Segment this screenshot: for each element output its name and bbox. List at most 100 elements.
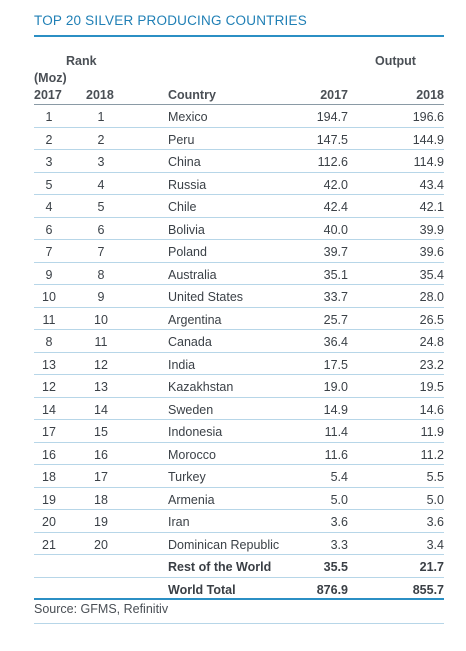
rest-of-world-row-2018: 21.7 bbox=[419, 560, 444, 574]
country-cell: United States bbox=[168, 290, 244, 304]
rest-of-world-row-2017: 35.5 bbox=[323, 560, 348, 574]
rank-2017-cell: 5 bbox=[45, 177, 53, 192]
output-2017-cell: 194.7 bbox=[316, 110, 348, 124]
rank-2017-cell: 4 bbox=[45, 200, 53, 214]
output-2018-cell: 39.6 bbox=[419, 245, 444, 259]
table-row: 6 6 Bolivia 40.0 39.9 bbox=[34, 218, 444, 240]
header-output: Output bbox=[375, 54, 416, 68]
header-rule bbox=[34, 104, 444, 105]
rank-2018-cell: 5 bbox=[97, 200, 105, 214]
output-2017-cell: 11.6 bbox=[324, 447, 348, 462]
rest-of-world-row-label: Rest of the World bbox=[168, 560, 272, 574]
rank-2017-cell: 14 bbox=[42, 402, 56, 417]
country-cell: India bbox=[168, 357, 196, 372]
output-2018-cell: 11.9 bbox=[420, 425, 444, 439]
rank-2018-cell: 14 bbox=[94, 402, 108, 417]
table-body: 1 1 Mexico 194.7 196.6 2 2 Peru 147.5 144.9 3 3 Chin… bbox=[34, 105, 444, 600]
output-2018-cell: 196.6 bbox=[412, 110, 444, 124]
output-2017-cell: 40.0 bbox=[323, 222, 348, 237]
output-2018-cell: 5.5 bbox=[426, 470, 444, 484]
rank-2018-cell: 18 bbox=[94, 492, 108, 507]
world-total-row: World Total 876.9 855.7 bbox=[34, 578, 444, 600]
country-cell: Peru bbox=[168, 132, 195, 147]
rank-2018-cell: 10 bbox=[94, 312, 108, 327]
world-total-row-2017: 876.9 bbox=[316, 582, 348, 597]
rank-2018-cell: 2 bbox=[97, 132, 105, 147]
rank-2018-cell: 1 bbox=[97, 110, 105, 124]
output-2017-cell: 35.1 bbox=[323, 267, 348, 282]
table-row: 19 18 Armenia 5.0 5.0 bbox=[34, 488, 444, 510]
country-cell: Australia bbox=[168, 267, 217, 282]
output-2017-cell: 36.4 bbox=[323, 335, 348, 349]
output-2017-cell: 25.7 bbox=[323, 312, 348, 327]
rank-2017-cell: 21 bbox=[42, 537, 56, 552]
country-cell: Bolivia bbox=[168, 222, 205, 237]
output-2017-cell: 39.7 bbox=[323, 245, 348, 259]
country-cell: Kazakhstan bbox=[168, 380, 234, 394]
table-row: 21 20 Dominican Republic 3.3 3.4 bbox=[34, 533, 444, 555]
header-output-2017: 2017 bbox=[320, 88, 348, 102]
output-2017-cell: 147.5 bbox=[316, 132, 348, 147]
rest-of-world-row: Rest of the World 35.5 21.7 bbox=[34, 555, 444, 578]
output-2017-cell: 42.4 bbox=[323, 200, 348, 214]
rank-2018-cell: 8 bbox=[97, 267, 105, 282]
header-output-2018: 2018 bbox=[416, 88, 444, 102]
top-rule bbox=[34, 35, 444, 37]
output-2017-cell: 5.0 bbox=[330, 492, 348, 507]
country-cell: Morocco bbox=[168, 447, 216, 462]
country-cell: Canada bbox=[168, 335, 212, 349]
country-cell: Dominican Republic bbox=[168, 537, 280, 552]
source-note: Source: GFMS, Refinitiv bbox=[34, 602, 169, 616]
table-row: 3 3 China 112.6 114.9 bbox=[34, 150, 444, 173]
rank-2017-cell: 2 bbox=[45, 132, 53, 147]
table-row: 9 8 Australia 35.1 35.4 bbox=[34, 263, 444, 285]
output-2018-cell: 26.5 bbox=[419, 312, 444, 327]
header-rank: Rank bbox=[66, 54, 97, 68]
country-cell: Iran bbox=[168, 515, 190, 529]
output-2018-cell: 42.1 bbox=[419, 200, 444, 214]
table-row: 14 14 Sweden 14.9 14.6 bbox=[34, 398, 444, 420]
output-2018-cell: 5.0 bbox=[426, 492, 444, 507]
output-2017-cell: 33.7 bbox=[323, 290, 348, 304]
rank-2018-cell: 15 bbox=[94, 425, 108, 439]
output-2018-cell: 114.9 bbox=[413, 155, 444, 169]
output-2017-cell: 42.0 bbox=[323, 177, 348, 192]
output-2018-cell: 3.4 bbox=[426, 537, 444, 552]
bottom-rule bbox=[34, 623, 444, 624]
rank-2018-cell: 3 bbox=[97, 155, 105, 169]
header-rank-2017: 2017 bbox=[34, 88, 62, 102]
rank-2017-cell: 18 bbox=[42, 470, 56, 484]
table-row: 18 17 Turkey 5.4 5.5 bbox=[34, 465, 444, 488]
country-cell: Chile bbox=[168, 200, 197, 214]
table-row: 11 10 Argentina 25.7 26.5 bbox=[34, 308, 444, 330]
output-2017-cell: 17.5 bbox=[323, 357, 348, 372]
header-unit: (Moz) bbox=[34, 71, 67, 85]
header-country: Country bbox=[168, 88, 216, 102]
country-cell: Armenia bbox=[168, 492, 215, 507]
output-2018-cell: 3.6 bbox=[426, 515, 444, 529]
rank-2017-cell: 8 bbox=[45, 335, 53, 349]
output-2018-cell: 19.5 bbox=[419, 380, 444, 394]
country-cell: Poland bbox=[168, 245, 207, 259]
rank-2017-cell: 17 bbox=[42, 425, 56, 439]
country-cell: Indonesia bbox=[168, 425, 223, 439]
rank-2017-cell: 11 bbox=[42, 312, 56, 327]
world-total-row-2018: 855.7 bbox=[412, 582, 444, 597]
output-2018-cell: 43.4 bbox=[419, 177, 444, 192]
table-row: 17 15 Indonesia 11.4 11.9 bbox=[34, 420, 444, 443]
rank-2017-cell: 3 bbox=[45, 155, 53, 169]
rank-2017-cell: 9 bbox=[45, 267, 53, 282]
output-2018-cell: 144.9 bbox=[412, 132, 444, 147]
output-2018-cell: 24.8 bbox=[419, 335, 444, 349]
rank-2018-cell: 7 bbox=[97, 245, 105, 259]
rank-2017-cell: 6 bbox=[45, 222, 53, 237]
rank-2017-cell: 20 bbox=[42, 515, 56, 529]
rank-2018-cell: 20 bbox=[94, 537, 108, 552]
rank-2018-cell: 12 bbox=[94, 357, 108, 372]
output-2017-cell: 19.0 bbox=[323, 380, 348, 394]
rank-2017-cell: 19 bbox=[42, 492, 56, 507]
table-row: 13 12 India 17.5 23.2 bbox=[34, 353, 444, 375]
output-2018-cell: 11.2 bbox=[420, 447, 444, 462]
table-row: 5 4 Russia 42.0 43.4 bbox=[34, 173, 444, 195]
output-2017-cell: 112.6 bbox=[317, 155, 348, 169]
